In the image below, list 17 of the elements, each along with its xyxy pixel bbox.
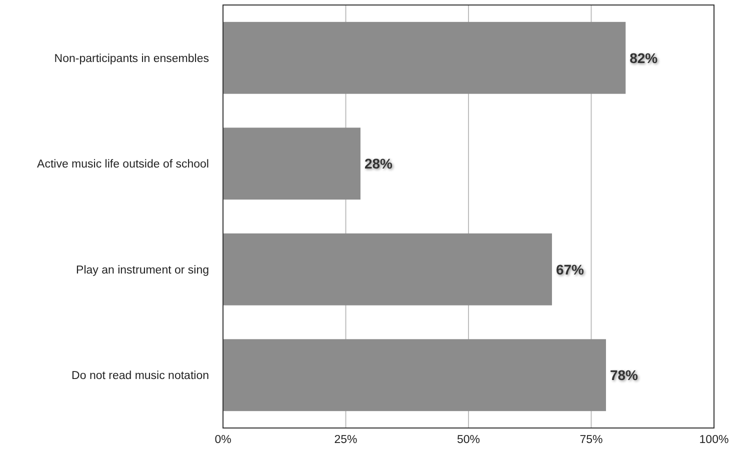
y-tick-label: Do not read music notation: [72, 370, 209, 382]
bar: [223, 233, 552, 306]
bar: [223, 22, 626, 94]
x-tick-label: 100%: [699, 434, 729, 446]
y-tick-label: Non-participants in ensembles: [54, 52, 210, 65]
y-tick-label: Play an instrument or sing: [76, 264, 209, 276]
x-tick-label: 0%: [214, 434, 232, 446]
bar: [223, 128, 360, 200]
bar: [223, 339, 606, 412]
data-label: 78%: [610, 367, 639, 384]
x-tick-label: 50%: [456, 434, 480, 446]
data-label: 82%: [630, 50, 658, 66]
x-tick-label: 25%: [334, 434, 358, 446]
x-tick-label: 75%: [580, 434, 603, 446]
data-label: 67%: [556, 261, 585, 278]
y-tick-label: Active music life outside of school: [37, 158, 209, 171]
data-label: 28%: [364, 156, 394, 172]
